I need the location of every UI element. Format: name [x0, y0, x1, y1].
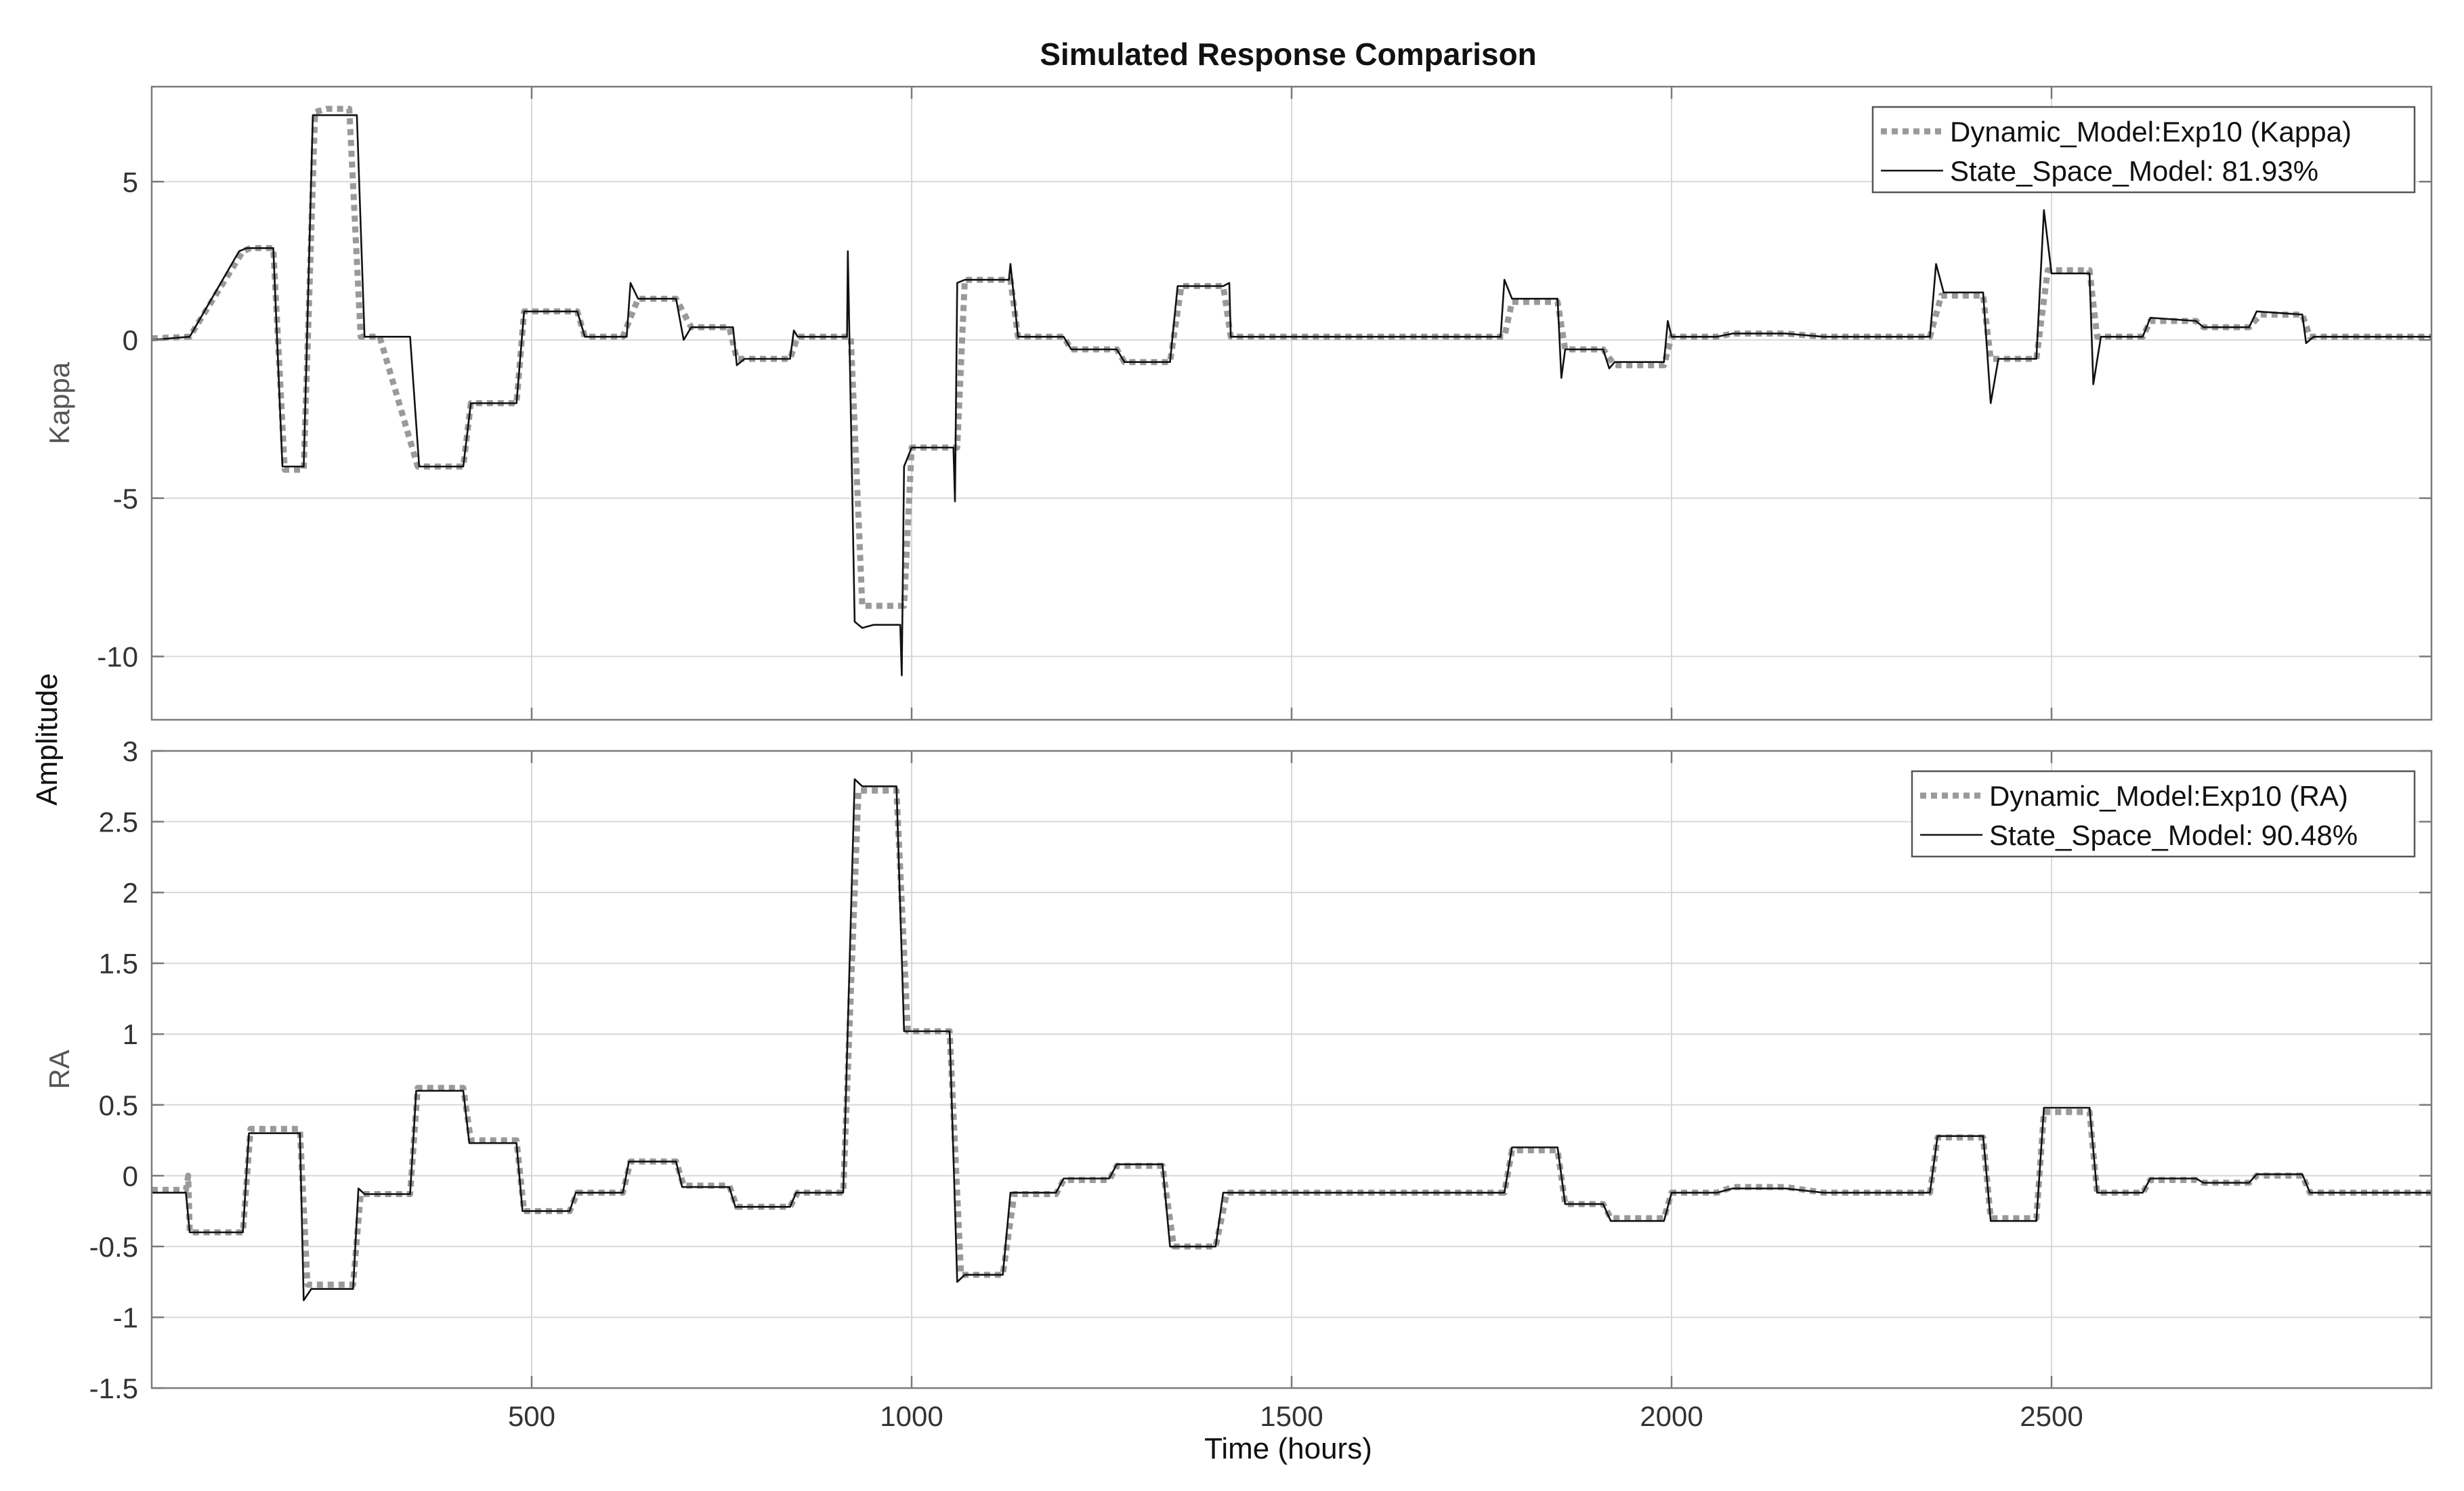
- y-tick-label: -1.5: [89, 1373, 138, 1404]
- x-tick-label: 500: [508, 1400, 555, 1432]
- y-tick-label: -1: [113, 1301, 138, 1333]
- y-tick-label: 2: [123, 877, 138, 909]
- shared-y-axis-label: Amplitude: [30, 673, 64, 806]
- series-line-model: [152, 778, 2431, 1301]
- legend-box: [1871, 106, 2416, 194]
- y-tick-label: 5: [123, 166, 138, 198]
- x-axis-label: Time (hours): [1204, 1432, 1372, 1465]
- y-axis-label: Kappa: [43, 362, 75, 444]
- x-tick-label: 2500: [2020, 1400, 2083, 1432]
- legend-entry: State_Space_Model: 81.93%: [1950, 155, 2318, 187]
- legend-entry: Dynamic_Model:Exp10 (Kappa): [1950, 116, 2352, 148]
- legend: Dynamic_Model:Exp10 (RA) State_Space_Mode…: [1911, 770, 2416, 858]
- y-tick-label: 1.5: [99, 948, 138, 980]
- x-tick-label: 1500: [1260, 1400, 1323, 1432]
- y-tick-label: 0: [123, 1160, 138, 1192]
- figure-title: Simulated Response Comparison: [1040, 37, 1537, 72]
- legend-box: [1911, 770, 2416, 858]
- x-tick-label: 1000: [880, 1400, 943, 1432]
- legend-entry: Dynamic_Model:Exp10 (RA): [1989, 780, 2348, 812]
- legend-entry: State_Space_Model: 90.48%: [1989, 819, 2358, 851]
- kappa-panel: -10 -5 0 5 Kappa Dynamic_Model:Exp10 (Kappa) S…: [43, 85, 2433, 721]
- y-tick-label: 2.5: [99, 806, 138, 838]
- ra-panel: 500 1000 1500 2000 2500 -1.5 -1 -0.5 0 0.5 1 1.5 2 2.…: [43, 735, 2433, 1432]
- y-tick-label: 3: [123, 735, 138, 767]
- y-axis-label: RA: [43, 1050, 75, 1089]
- legend: Dynamic_Model:Exp10 (Kappa) State_Space_M…: [1871, 106, 2416, 194]
- series-line-model: [152, 114, 2431, 676]
- y-tick-label: 0.5: [99, 1089, 138, 1121]
- y-tick-label: -0.5: [89, 1231, 138, 1263]
- y-tick-label: 0: [123, 324, 138, 356]
- x-tick-label: 2000: [1640, 1400, 1703, 1432]
- y-tick-label: -10: [97, 641, 138, 673]
- y-tick-label: 1: [123, 1018, 138, 1050]
- y-tick-label: -5: [113, 483, 138, 515]
